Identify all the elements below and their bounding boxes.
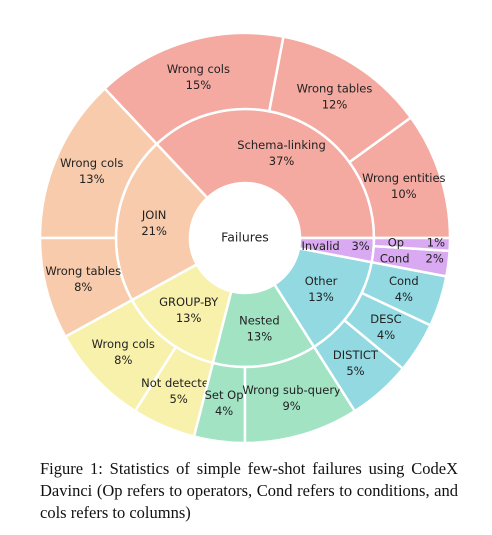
- segment-label: JOIN: [141, 208, 166, 222]
- value-label: 5%: [170, 392, 188, 406]
- value-label: 4%: [377, 328, 395, 342]
- segment-label: Cond: [380, 251, 410, 265]
- segment-label: Nested: [239, 313, 280, 327]
- value-label: 15%: [186, 78, 212, 92]
- segment-label: Wrong cols: [167, 62, 230, 76]
- segment-label: Invalid: [301, 239, 339, 253]
- segment-label: Wrong cols: [60, 156, 123, 170]
- value-label: 9%: [282, 399, 300, 413]
- segment-label: Schema-linking: [237, 138, 326, 152]
- segment-label: Wrong entities: [362, 171, 445, 185]
- value-label: 13%: [247, 329, 273, 343]
- value-label: 10%: [391, 187, 417, 201]
- segment-label: Wrong tables: [297, 81, 373, 95]
- value-label: 4%: [215, 404, 233, 418]
- segment-label: DESC: [370, 312, 401, 326]
- value-label: 13%: [79, 172, 105, 186]
- segment-label: Wrong cols: [92, 337, 155, 351]
- value-label: 37%: [269, 154, 295, 168]
- segment-label: Wrong tables: [45, 264, 121, 278]
- value-label: 12%: [322, 97, 348, 111]
- chart: Failures Schema-linking 37% Wrong entities…: [38, 31, 452, 445]
- segment-label: Op: [388, 236, 404, 250]
- segment-label: DISTICT: [333, 348, 379, 362]
- segment-label: Wrong sub-query: [242, 383, 341, 397]
- segment-label: GROUP-BY: [159, 295, 219, 309]
- value-label: 8%: [114, 353, 132, 367]
- value-label: 4%: [395, 290, 413, 304]
- segment-label: Other: [305, 274, 338, 288]
- value-label: 3%: [351, 239, 369, 253]
- value-label: 21%: [141, 224, 167, 238]
- caption: Figure 1: Statistics of simple few-shot …: [40, 459, 458, 522]
- value-label: 13%: [176, 311, 202, 325]
- segment-label: Cond: [389, 274, 419, 288]
- segment-label: Set Op: [205, 388, 244, 402]
- segment-label: Not detected: [141, 376, 216, 390]
- value-label: 1%: [427, 236, 445, 250]
- value-label: 2%: [426, 251, 444, 265]
- center-label: Failures: [221, 230, 269, 245]
- value-label: 5%: [346, 364, 364, 378]
- value-label: 8%: [74, 280, 92, 294]
- outer-segment: [372, 236, 452, 253]
- value-label: 13%: [308, 290, 334, 304]
